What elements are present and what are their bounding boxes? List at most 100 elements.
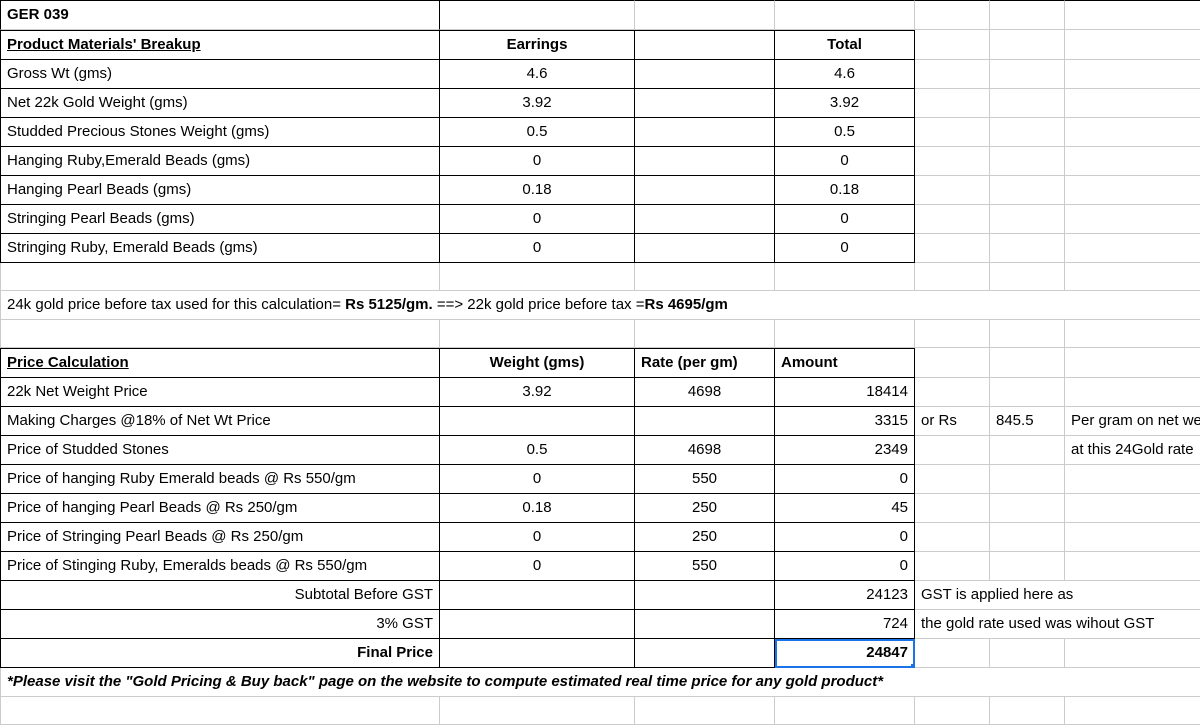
- materials-label: Stringing Pearl Beads (gms): [0, 205, 440, 234]
- materials-label: Net 22k Gold Weight (gms): [0, 89, 440, 118]
- empty-cell: [1065, 234, 1200, 263]
- empty-cell: [440, 263, 635, 291]
- empty-cell: [635, 320, 775, 348]
- empty-cell: [1065, 348, 1200, 378]
- empty-cell: [440, 697, 635, 725]
- empty-cell: [990, 147, 1065, 176]
- pricing-col-rate: Rate (per gm): [635, 348, 775, 378]
- gst-note-2: the gold rate used was wihout GST: [915, 610, 1200, 639]
- empty-cell: [915, 465, 990, 494]
- spreadsheet-grid[interactable]: GER 039 Product Materials' Breakup Earri…: [0, 0, 1200, 725]
- empty-cell: [635, 118, 775, 147]
- empty-cell: [990, 436, 1065, 465]
- empty-cell: [635, 234, 775, 263]
- materials-earrings: 0: [440, 234, 635, 263]
- gst-note-1: GST is applied here as: [915, 581, 1200, 610]
- pricing-rate: [635, 407, 775, 436]
- pricing-col-amount: Amount: [775, 348, 915, 378]
- note-rate22: Rs 4695/gm: [644, 296, 727, 313]
- empty-cell: [0, 263, 440, 291]
- empty-cell: [635, 60, 775, 89]
- empty-cell: [440, 581, 635, 610]
- empty-cell: [990, 263, 1065, 291]
- empty-cell: [915, 523, 990, 552]
- empty-cell: [440, 0, 635, 30]
- gst-label: 3% GST: [0, 610, 440, 639]
- note-rate24: Rs 5125/gm.: [345, 296, 433, 313]
- materials-earrings: 3.92: [440, 89, 635, 118]
- empty-cell: [635, 0, 775, 30]
- empty-cell: [990, 378, 1065, 407]
- pricing-label: Price of hanging Ruby Emerald beads @ Rs…: [0, 465, 440, 494]
- empty-cell: [915, 378, 990, 407]
- product-code: GER 039: [0, 0, 440, 30]
- pricing-col-weight: Weight (gms): [440, 348, 635, 378]
- pricing-label: Price of Stinging Ruby, Emeralds beads @…: [0, 552, 440, 581]
- empty-cell: [915, 0, 990, 30]
- materials-earrings: 0.5: [440, 118, 635, 147]
- empty-cell: [990, 30, 1065, 60]
- empty-cell: [0, 697, 440, 725]
- note-part2: ==> 22k gold price before tax =: [433, 296, 645, 313]
- empty-cell: [635, 176, 775, 205]
- empty-cell: [635, 89, 775, 118]
- materials-header-total: Total: [775, 30, 915, 60]
- materials-label: Stringing Ruby, Emerald Beads (gms): [0, 234, 440, 263]
- side-note-per-gram: Per gram on net weight: [1065, 407, 1200, 436]
- pricing-label: Price of Stringing Pearl Beads @ Rs 250/…: [0, 523, 440, 552]
- empty-cell: [990, 465, 1065, 494]
- empty-cell: [990, 0, 1065, 30]
- empty-cell: [635, 697, 775, 725]
- subtotal-amount: 24123: [775, 581, 915, 610]
- materials-total: 0: [775, 234, 915, 263]
- final-price-amount[interactable]: 24847: [775, 639, 915, 668]
- empty-cell: [990, 320, 1065, 348]
- footer-note: *Please visit the "Gold Pricing & Buy ba…: [0, 668, 1200, 697]
- empty-cell: [1065, 494, 1200, 523]
- materials-total: 0: [775, 147, 915, 176]
- pricing-weight: 0.5: [440, 436, 635, 465]
- empty-cell: [915, 436, 990, 465]
- materials-earrings: 0: [440, 147, 635, 176]
- pricing-rate: 250: [635, 523, 775, 552]
- side-note-or-rs: or Rs: [915, 407, 990, 436]
- empty-cell: [915, 205, 990, 234]
- empty-cell: [915, 30, 990, 60]
- pricing-weight: 0: [440, 523, 635, 552]
- empty-cell: [440, 610, 635, 639]
- empty-cell: [990, 89, 1065, 118]
- materials-total: 4.6: [775, 60, 915, 89]
- empty-cell: [990, 234, 1065, 263]
- pricing-rate: 550: [635, 465, 775, 494]
- materials-total: 0.5: [775, 118, 915, 147]
- pricing-label: Price of Studded Stones: [0, 436, 440, 465]
- empty-cell: [1065, 118, 1200, 147]
- materials-label: Studded Precious Stones Weight (gms): [0, 118, 440, 147]
- empty-cell: [1065, 465, 1200, 494]
- empty-cell: [990, 697, 1065, 725]
- materials-header-label: Product Materials' Breakup: [0, 30, 440, 60]
- empty-cell: [775, 263, 915, 291]
- pricing-rate: 550: [635, 552, 775, 581]
- empty-cell: [915, 60, 990, 89]
- empty-cell: [440, 639, 635, 668]
- empty-cell: [775, 320, 915, 348]
- empty-cell: [1065, 0, 1200, 30]
- empty-cell: [1065, 205, 1200, 234]
- empty-cell: [440, 320, 635, 348]
- gst-amount: 724: [775, 610, 915, 639]
- empty-cell: [635, 30, 775, 60]
- pricing-rate: 4698: [635, 436, 775, 465]
- empty-cell: [1065, 147, 1200, 176]
- empty-cell: [1065, 176, 1200, 205]
- empty-cell: [915, 320, 990, 348]
- empty-cell: [990, 552, 1065, 581]
- empty-cell: [775, 697, 915, 725]
- materials-earrings: 4.6: [440, 60, 635, 89]
- empty-cell: [915, 234, 990, 263]
- empty-cell: [1065, 697, 1200, 725]
- pricing-rate: 250: [635, 494, 775, 523]
- materials-total: 3.92: [775, 89, 915, 118]
- gold-price-note: 24k gold price before tax used for this …: [0, 291, 1200, 320]
- empty-cell: [635, 263, 775, 291]
